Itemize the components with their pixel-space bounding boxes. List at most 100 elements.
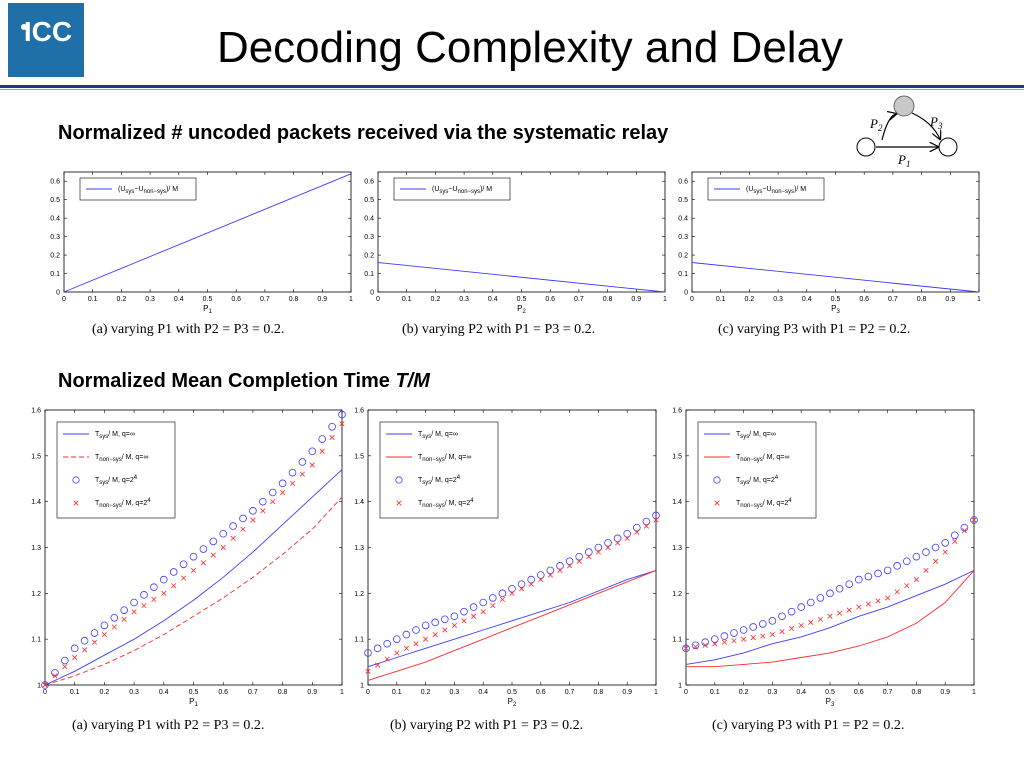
chart-uncoded-p3: 0 0.1 0.2 0.3 0.4 0.5 0.6 0.7 0.8 0.9 1 0 0.1 0.2 0.3 0… [664,168,984,318]
y-tick-label: 1.5 [31,453,41,460]
series-line [685,569,975,665]
data-point-circle [730,629,738,637]
caption-a-bottom: (a) varying P1 with P2 = P3 = 0.2. [72,718,265,733]
data-point-cross [394,650,400,656]
data-point-circle [199,545,208,553]
legend-label: (Usys−Unon−sys)/ M [432,186,492,195]
data-point-circle [623,529,632,538]
series-line [44,496,343,686]
data-point-cross [741,636,747,642]
x-tick-label: 0.2 [100,689,110,696]
x-axis-label: P1 [203,304,212,315]
data-point-cross [329,434,335,441]
data-point-cross [451,622,457,628]
data-point-cross [151,596,157,603]
y-tick-label: 0.5 [364,197,374,204]
data-point-circle [278,479,287,488]
data-point-circle [950,531,959,540]
data-point-cross [471,613,477,619]
ieee-icc-logo: ICC [8,3,84,77]
x-tick-label: 0.4 [796,689,806,696]
data-point-circle [259,497,267,506]
section-heading-text: Normalized Mean Completion Time [58,370,396,392]
data-point-circle [60,656,69,665]
data-point-cross [72,654,78,661]
y-tick-label: 1.4 [354,499,364,506]
x-tick-label: 0.9 [940,689,950,696]
x-tick-label: 0 [690,296,694,303]
x-tick-label: 1 [349,296,353,303]
legend-label: Tsys/ M, q=∞ [418,431,458,440]
data-point-circle [268,488,277,497]
data-point-cross [384,656,390,662]
label-p1: P1 [897,152,910,169]
data-point-circle [931,543,940,552]
data-point-circle [749,623,757,631]
logo-text: ICC [24,16,72,47]
x-tick-label: 0.1 [70,689,80,696]
data-point-cross [250,517,256,523]
data-point-circle [527,575,536,584]
legend-swatch [72,476,80,484]
data-point-cross [875,598,881,604]
data-point-circle [450,612,459,621]
y-tick-label: 1.3 [672,545,682,552]
data-point-circle [575,552,584,561]
data-point-cross [952,538,958,544]
x-tick-label: 0 [684,689,688,696]
y-tick-label: 0.2 [364,253,374,260]
source-node [856,137,876,157]
x-tick-label: 0.4 [802,296,812,303]
data-point-circle [479,598,488,607]
legend-label: Tnon−sys/ M, q=∞ [418,454,471,463]
data-point-cross [894,589,900,595]
x-tick-label: 0.4 [174,296,184,303]
link-p2 [881,114,896,141]
data-point-circle [318,435,327,443]
x-tick-label: 0.8 [278,689,288,696]
x-tick-label: 0 [62,296,66,303]
series-line [367,569,657,681]
data-point-circle [720,632,729,640]
legend-label: (Usys−Unon−sys)/ M [118,186,178,195]
data-point-circle [120,606,128,614]
legend-swatch [395,476,403,484]
x-axis-label: P1 [189,697,198,708]
data-point-cross [904,583,910,589]
data-point-cross [432,632,438,638]
data-point-circle [308,447,317,456]
caption-b-top: (b) varying P2 with P1 = P3 = 0.2. [402,322,596,337]
data-point-circle [209,537,218,546]
data-point-cross [779,628,785,635]
y-tick-label: 1 [678,683,682,690]
data-point-cross [230,535,236,541]
data-point-cross [538,577,544,583]
data-point-circle [759,620,767,628]
data-point-circle [150,583,158,592]
data-point-circle [239,514,247,523]
data-point-cross [171,583,177,589]
x-tick-label: 1 [663,296,667,303]
x-tick-label: 0.8 [603,296,613,303]
chart-completion-p1: 0 0.1 0.2 0.3 0.4 0.5 0.6 0.7 0.8 0.9 1 1 1.1 1.2 1.3 1… [20,400,350,718]
data-point-cross [923,567,929,573]
legend-swatch [714,500,720,506]
x-tick-label: 0.7 [888,296,898,303]
data-point-circle [970,516,978,524]
data-point-cross [808,619,814,625]
legend-label: Tsys/ M, q=24 [418,475,461,486]
caption-c-bottom: (c) varying P3 with P1 = P2 = 0.2. [712,718,905,733]
x-axis-label: P3 [826,697,835,708]
data-point-circle [288,468,297,477]
data-point-circle [922,548,930,556]
data-point-circle [402,630,411,639]
data-point-circle [556,562,564,570]
link-p3 [911,112,940,139]
y-tick-label: 1.3 [31,545,41,552]
section-heading-completion: Normalized Mean Completion Time T/M [58,370,430,393]
label-p3: P3 [929,114,943,131]
data-point-circle [903,557,911,566]
y-tick-label: 1.6 [354,408,364,415]
data-point-cross [634,529,640,535]
legend-label: Tsys/ M, q=24 [736,475,779,486]
